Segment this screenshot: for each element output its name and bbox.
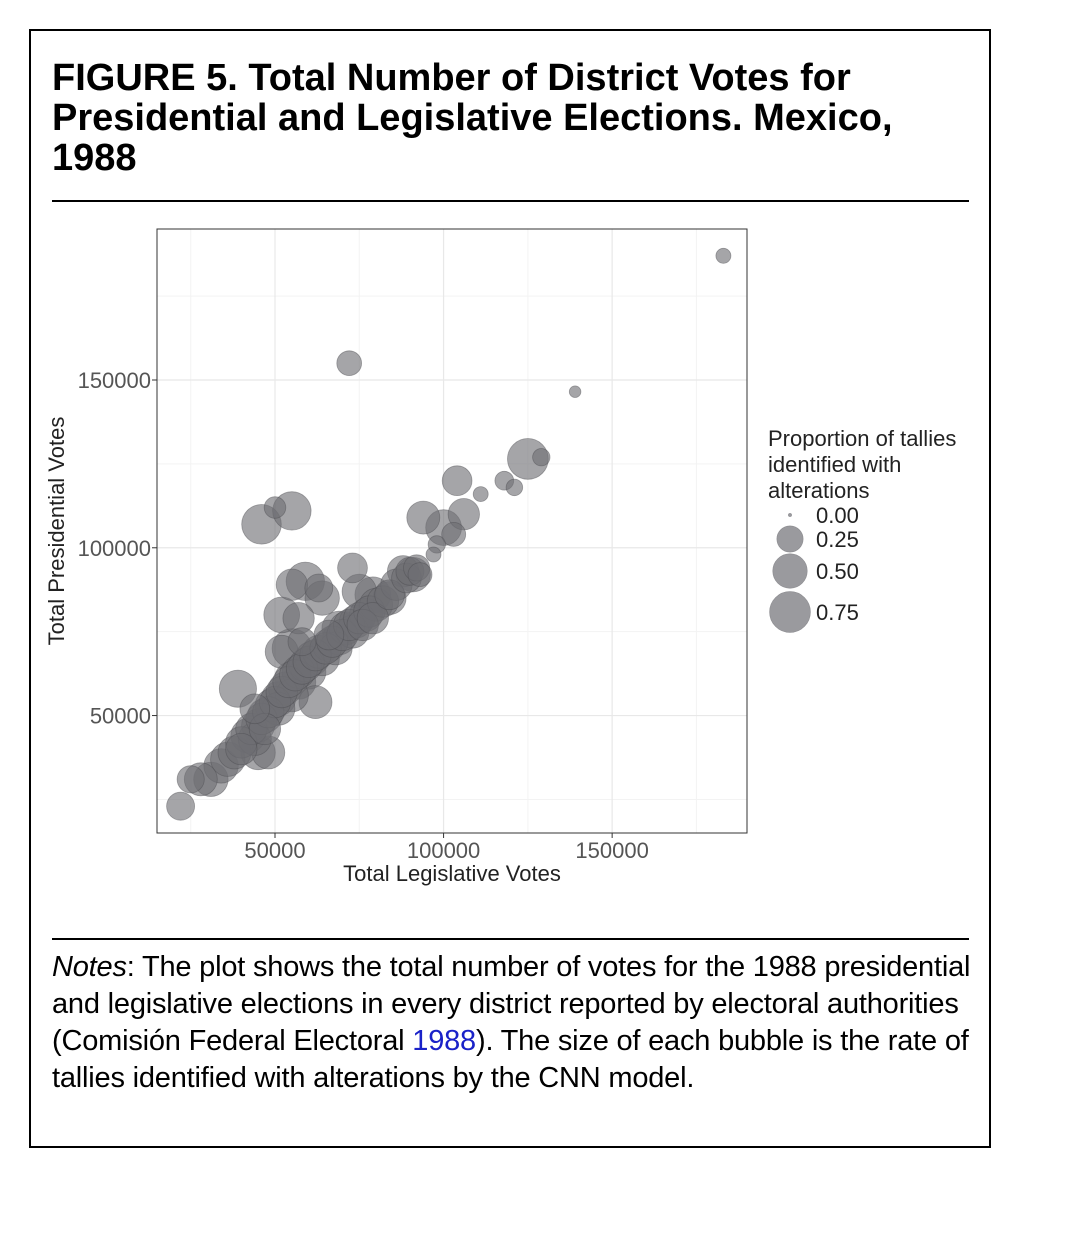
legend-key-circle — [772, 553, 808, 589]
legend-title-line: Proportion of tallies — [768, 426, 956, 451]
notes-rule — [52, 938, 969, 940]
x-axis-label: Total Legislative Votes — [343, 861, 561, 886]
size-legend: Proportion of tallies identified with alte… — [768, 426, 956, 633]
legend-key-label: 0.50 — [816, 559, 859, 584]
gridlines-minor — [157, 229, 747, 833]
figure-frame — [29, 29, 991, 1148]
data-point — [356, 602, 389, 635]
data-points — [166, 247, 732, 821]
data-point — [313, 619, 345, 651]
figure-title: FIGURE 5. Total Number of District Votes… — [52, 57, 893, 179]
x-tick-label: 150000 — [575, 838, 648, 863]
data-point — [263, 496, 287, 519]
notes-text-after: ). The size of each bubble is the rate o… — [52, 1025, 969, 1094]
legend-title: Proportion of tallies identified with alte… — [768, 426, 956, 503]
legend-entries: 0.000.25 0.50 0.75 — [769, 503, 859, 633]
y-axis-ticks: 50000 100000 150000 — [78, 368, 157, 729]
data-point — [336, 350, 363, 377]
data-point — [337, 552, 368, 584]
y-tick-label: 100000 — [78, 536, 151, 561]
data-point — [441, 522, 467, 547]
notes-reference-link[interactable]: 1988 — [412, 1025, 476, 1057]
data-point — [304, 573, 334, 603]
x-axis-ticks: 50000 100000 150000 — [244, 833, 649, 863]
data-point — [472, 486, 489, 503]
x-tick-label: 50000 — [244, 838, 305, 863]
y-tick-label: 150000 — [78, 368, 151, 393]
data-point — [532, 448, 551, 467]
data-point — [406, 500, 441, 535]
data-point — [275, 568, 308, 601]
legend-key-label: 0.75 — [816, 600, 859, 625]
y-tick-label: 50000 — [90, 704, 151, 729]
x-tick-label: 100000 — [407, 838, 480, 863]
data-point — [441, 465, 473, 497]
y-axis-label: Total Presidential Votes — [44, 417, 69, 646]
data-point — [225, 732, 258, 766]
scatter-chart: 50000 100000 150000 50000 100000 150000 Tota… — [44, 228, 956, 886]
data-point — [505, 478, 524, 497]
legend-key-circle — [776, 525, 804, 553]
figure-notes: Notes: The plot shows the total number o… — [52, 949, 972, 1097]
legend-key-circle — [769, 591, 811, 633]
legend-key-label: 0.00 — [816, 503, 859, 528]
data-point — [239, 693, 271, 725]
data-point — [715, 247, 732, 264]
notes-label: Notes — [52, 951, 127, 983]
data-point — [425, 546, 442, 563]
plot-border — [156, 228, 748, 834]
legend-title-line: alterations — [768, 478, 870, 503]
data-point — [287, 627, 317, 657]
data-point — [568, 385, 582, 398]
legend-title-line: identified with — [768, 452, 901, 477]
legend-key-label: 0.25 — [816, 527, 859, 552]
data-point — [166, 791, 196, 821]
data-point — [176, 765, 205, 794]
title-rule — [52, 200, 969, 202]
data-point — [407, 562, 433, 587]
notes-text-before: : The plot shows the total number of vot… — [52, 951, 971, 1057]
legend-key-circle — [788, 513, 792, 517]
